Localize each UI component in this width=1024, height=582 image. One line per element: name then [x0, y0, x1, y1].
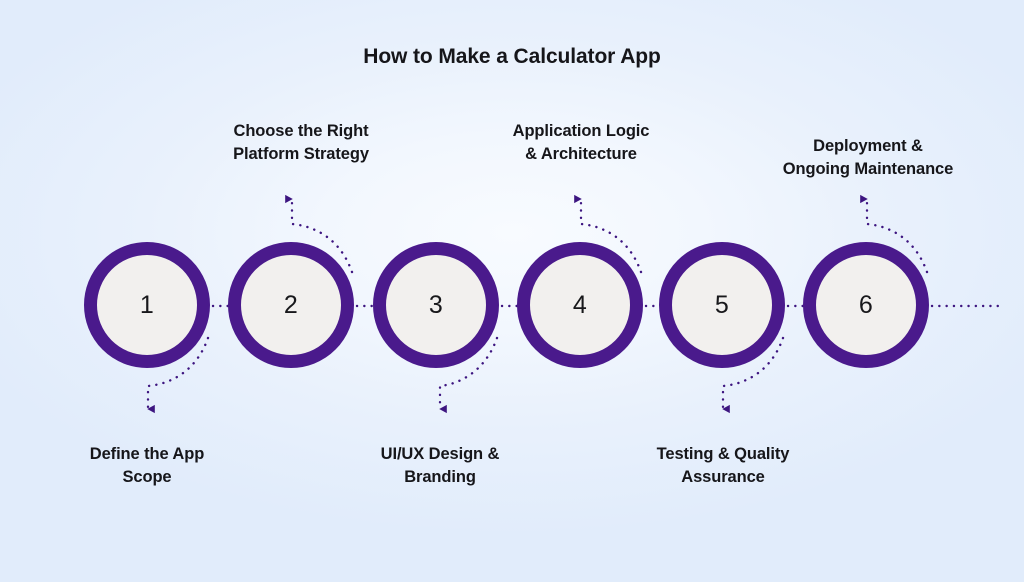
step-node-5[interactable]: 5 [659, 242, 785, 368]
step-number-3: 3 [428, 290, 444, 319]
step-node-6[interactable]: 6 [803, 242, 929, 368]
step-label-5: Testing & Quality Assurance [623, 443, 823, 490]
step-label-5-line2: Assurance [681, 468, 765, 487]
step-label-2-line2: Platform Strategy [233, 145, 369, 164]
step-label-6-line1: Deployment & [813, 137, 923, 155]
step-number-5: 5 [714, 290, 730, 319]
step-label-3: UI/UX Design & Branding [340, 443, 540, 490]
step-label-6-line2: Ongoing Maintenance [782, 160, 954, 179]
step-label-3-line1: UI/UX Design & [380, 445, 500, 463]
step-label-4-line1: Application Logic [512, 122, 650, 140]
step-label-3-line2: Branding [404, 468, 476, 487]
step-number-2: 2 [283, 290, 299, 319]
step-label-4: Application Logic & Architecture [471, 120, 691, 167]
step-label-1-line1: Define the App [89, 445, 205, 463]
step-label-4-line2: & Architecture [525, 145, 637, 164]
step-label-1-line2: Scope [122, 468, 172, 487]
step-node-2[interactable]: 2 [228, 242, 354, 368]
step-label-2: Choose the Right Platform Strategy [191, 120, 411, 167]
page-title: How to Make a Calculator App [363, 45, 661, 68]
step-node-1[interactable]: 1 [84, 242, 210, 368]
step-number-4: 4 [572, 290, 588, 319]
step-label-5-line1: Testing & Quality [656, 445, 790, 463]
step-label-1: Define the App Scope [47, 443, 247, 490]
step-node-3[interactable]: 3 [373, 242, 499, 368]
step-number-6: 6 [858, 290, 874, 319]
step-number-1: 1 [139, 290, 155, 319]
step-label-2-line1: Choose the Right [233, 122, 369, 140]
step-node-4[interactable]: 4 [517, 242, 643, 368]
step-label-6: Deployment & Ongoing Maintenance [757, 135, 979, 182]
